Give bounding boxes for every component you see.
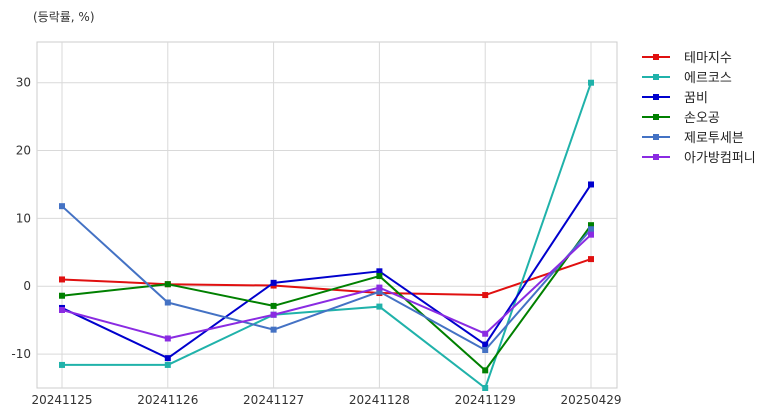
data-point (270, 311, 277, 318)
data-point (376, 303, 383, 310)
y-axis-unit-label: (등락률, %) (33, 10, 95, 24)
x-tick-label: 20241126 (137, 393, 198, 407)
legend-marker (653, 94, 659, 100)
data-point (59, 306, 65, 313)
y-tick-label: 20 (16, 144, 31, 158)
y-tick-label: -10 (11, 347, 31, 361)
data-point (59, 203, 65, 210)
data-point (376, 273, 383, 280)
data-point (164, 335, 171, 342)
data-point (482, 347, 489, 354)
legend-marker (653, 134, 659, 140)
data-point (482, 330, 489, 337)
plot-area (36, 41, 618, 389)
data-point (588, 231, 594, 238)
x-tick-label: 20241129 (455, 393, 516, 407)
data-point (164, 281, 171, 288)
data-point (588, 226, 594, 233)
legend-marker (653, 114, 659, 120)
x-tick-label: 20241127 (243, 393, 304, 407)
data-point (270, 326, 277, 333)
data-point (376, 288, 383, 295)
data-point (588, 256, 594, 263)
data-point (270, 279, 277, 286)
data-point (270, 302, 277, 309)
data-point (588, 181, 594, 188)
legend-marker (653, 154, 659, 160)
data-point (164, 355, 171, 362)
y-tick-label: 0 (23, 279, 31, 293)
data-point (59, 292, 65, 299)
data-point (482, 385, 489, 391)
data-point (164, 361, 171, 368)
data-point (482, 292, 489, 299)
legend-marker (653, 74, 659, 80)
data-point (588, 222, 594, 229)
data-point (482, 367, 489, 374)
legend-label: 제로투세븐 (684, 131, 744, 146)
data-point (376, 268, 383, 275)
x-tick-label: 20241128 (349, 393, 410, 407)
y-tick-label: 10 (16, 211, 31, 225)
legend-label: 에르코스 (684, 71, 732, 86)
data-point (376, 284, 383, 291)
legend-marker (653, 54, 659, 60)
legend-label: 꿈비 (684, 91, 708, 106)
data-point (59, 361, 65, 368)
x-tick-label: 20241125 (31, 393, 92, 407)
data-point (59, 276, 65, 283)
series-line (61, 233, 592, 340)
data-point (482, 341, 489, 348)
data-point (164, 299, 171, 306)
legend-label: 테마지수 (684, 51, 732, 66)
legend-label: 손오공 (684, 111, 720, 126)
series-line (61, 205, 592, 352)
series-line (61, 258, 592, 297)
data-point (588, 79, 594, 86)
x-tick-label: 20250429 (560, 393, 621, 407)
legend-label: 아가방컴퍼니 (684, 151, 756, 166)
y-tick-label: 30 (16, 76, 31, 90)
